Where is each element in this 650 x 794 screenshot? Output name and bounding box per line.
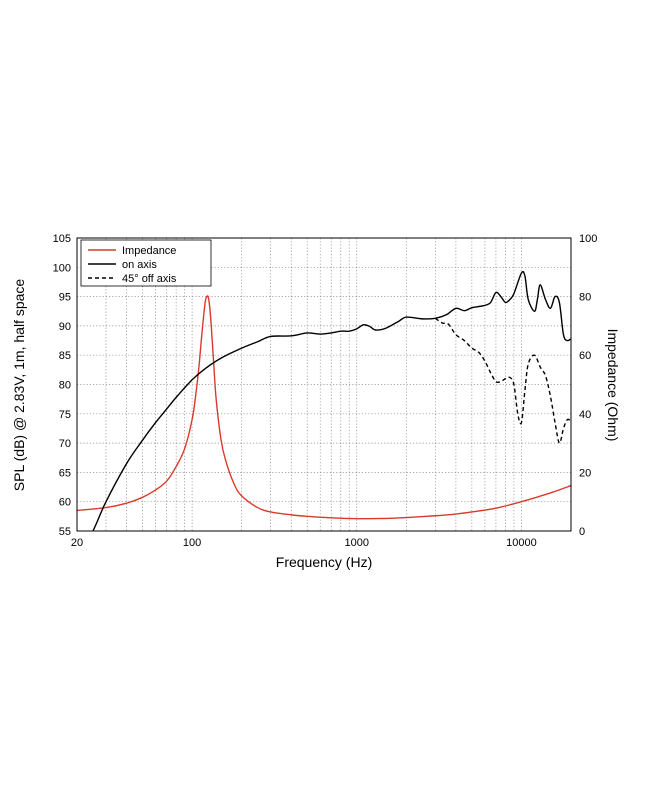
x-axis-title: Frequency (Hz) xyxy=(276,554,372,570)
y2-axis-title: Impedance (Ohm) xyxy=(605,329,621,442)
series-layer xyxy=(77,270,571,531)
y-tick-label: 55 xyxy=(59,526,71,538)
legend-label-on-axis: on axis xyxy=(122,259,157,271)
y-tick-label: 70 xyxy=(59,438,71,450)
grid-lines xyxy=(77,238,571,531)
x-tick-label: 1000 xyxy=(345,537,369,549)
x-tick-label: 10000 xyxy=(506,537,537,549)
y-tick-label: 75 xyxy=(59,409,71,421)
series-line-impedance xyxy=(77,295,571,520)
y-tick-label: 90 xyxy=(59,321,71,333)
y2-tick-label: 20 xyxy=(579,467,591,479)
y2-tick-label: 40 xyxy=(579,409,591,421)
y2-tick-label: 100 xyxy=(579,233,597,245)
x-tick-label: 100 xyxy=(183,537,201,549)
legend: Impedance on axis 45° off axis xyxy=(80,239,212,287)
y-axis-title: SPL (dB) @ 2.83V, 1m, half space xyxy=(11,279,27,492)
y-tick-label: 60 xyxy=(59,497,71,509)
y-tick-label: 85 xyxy=(59,350,71,362)
y-tick-label: 100 xyxy=(53,262,71,274)
series-line-45-off-axis xyxy=(434,317,571,444)
y2-tick-label: 60 xyxy=(579,350,591,362)
legend-box xyxy=(80,239,212,287)
legend-label-off-axis: 45° off axis xyxy=(122,273,177,285)
tick-labels: 20 100 1000 10000 55 60 65 70 75 80 85 90 95 100 105 0 2… xyxy=(53,233,598,549)
y2-tick-label: 0 xyxy=(579,526,585,538)
y-tick-label: 105 xyxy=(53,233,71,245)
x-tick-label: 20 xyxy=(71,537,83,549)
y-tick-label: 65 xyxy=(59,467,71,479)
series-line-on-axis xyxy=(92,270,571,531)
y-tick-label: 95 xyxy=(59,292,71,304)
legend-label-impedance: Impedance xyxy=(122,245,176,257)
y2-tick-label: 80 xyxy=(579,292,591,304)
plot-frame xyxy=(76,237,572,532)
y-tick-label: 80 xyxy=(59,380,71,392)
